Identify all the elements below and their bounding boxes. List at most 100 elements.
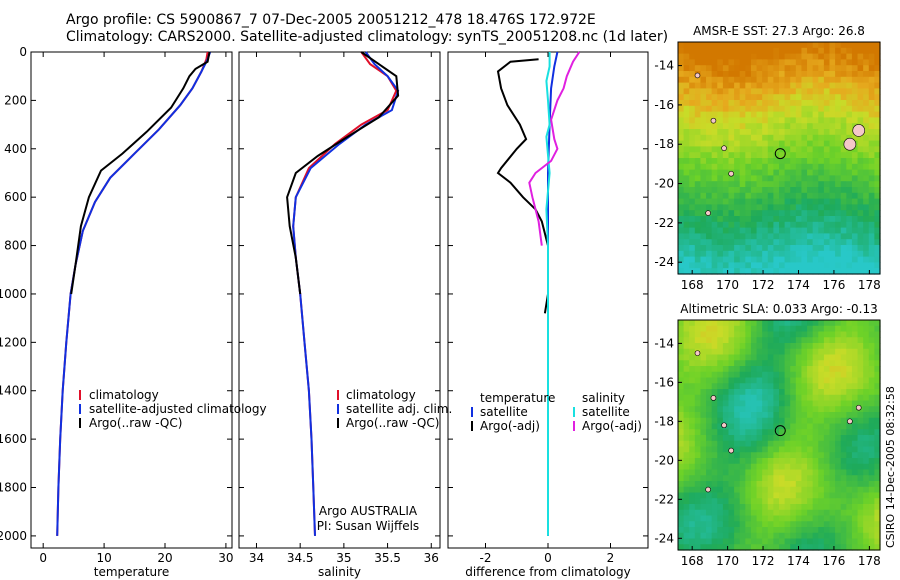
map-cell [863,210,870,217]
map-cell [767,412,774,419]
map-cell [801,88,808,95]
map-cell [678,47,685,55]
map-cell [801,239,808,246]
map-cell [745,94,752,101]
map-cell [795,71,803,78]
map-cell [823,435,831,442]
map-cell [846,152,853,159]
map-cell [779,262,786,269]
map-cell [801,181,808,188]
map-cell [790,492,797,499]
map-cell [874,348,881,356]
map-cell [846,82,853,89]
map-cell [790,94,797,101]
map-cell [717,452,724,459]
map-cell [823,42,831,49]
map-cell [739,42,746,49]
map-cell [762,250,769,258]
map-cell [790,65,797,72]
map-cell [700,134,707,142]
map-cell [717,521,724,528]
map-cell [756,82,763,89]
map-cell [801,100,808,107]
map-cell [767,256,774,263]
map-cell [773,337,780,344]
map-cell [835,53,842,60]
map-cell [773,65,780,72]
map-cell [807,88,814,95]
map-cell [874,158,881,165]
map-cell [711,88,718,95]
map-cell [728,152,735,159]
map-cell [683,239,690,246]
map-cell [739,111,746,118]
map-cell [773,204,780,211]
x-tick-label: 0 [39,551,47,565]
map-cell [818,198,825,205]
map-cell [818,515,825,522]
map-cell [840,221,847,229]
map-cell [790,325,797,333]
map-cell [835,262,842,269]
map-cell [829,389,836,396]
map-cell [711,198,718,205]
map-cell [851,544,859,551]
map-cell [823,331,831,338]
map-cell [823,134,831,142]
map-cell [857,486,864,494]
map-cell [694,440,702,448]
map-cell [683,337,690,344]
map-cell [683,59,690,66]
map-cell [683,256,690,263]
map-cell [728,100,735,107]
map-cell [818,82,825,89]
map-cell [829,331,836,338]
map-cell [851,210,859,217]
map-cell [779,446,786,453]
map-cell [874,76,881,84]
map-cell [801,94,808,101]
map-cell [734,204,741,211]
map-cell [807,435,814,442]
map-cell [779,515,786,522]
map-cell [756,181,763,188]
map-cell [851,337,859,344]
map-cell [846,481,853,488]
map-cell [846,325,853,333]
map-cell [750,140,758,147]
series-line-satellite [56,51,212,536]
map-cell [784,163,791,171]
map-cell [851,204,859,211]
map-cell [767,469,774,476]
map-cell [812,216,819,223]
map-cell [694,429,702,436]
map-cell [795,406,803,413]
map-cell [762,481,769,488]
map-cell [851,47,859,55]
map-cell [868,320,875,327]
map-cell [823,417,831,425]
map-cell [689,117,696,124]
map-cell [807,204,814,211]
map-cell [745,532,752,540]
map-cell [734,129,741,136]
map-cell [801,134,808,142]
map-cell [812,377,819,384]
map-cell [851,429,859,436]
map-cell [790,163,797,171]
map-cell [874,169,881,176]
map-cell [773,389,780,396]
map-cell [717,481,724,488]
map-cell [767,216,774,223]
map-cell [756,348,763,356]
map-cell [728,366,735,373]
map-cell [863,440,870,448]
map-cell [840,423,847,430]
map-cell [750,509,758,517]
map-cell [767,360,774,367]
map-cell [700,198,707,205]
map-cell [773,256,780,263]
map-cell [840,71,847,78]
map-cell [722,250,730,258]
map-cell [863,504,870,511]
